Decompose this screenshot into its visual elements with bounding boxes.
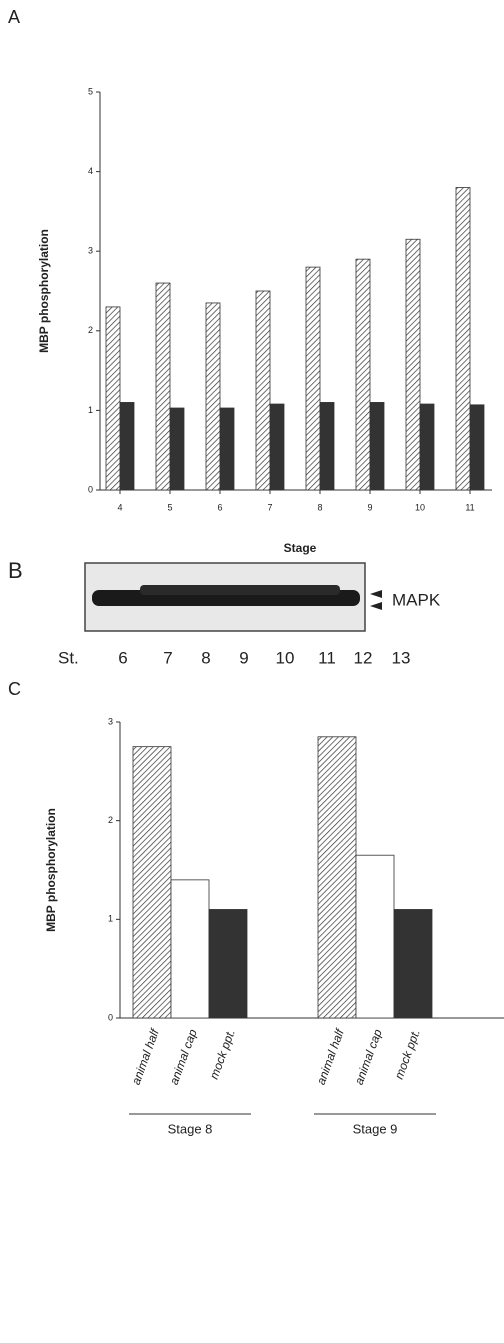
figure: A B C MAPK St. 678910111213012345MBP pho… [0, 0, 504, 1343]
bar [318, 737, 356, 1018]
y-tick-label: 0 [108, 1012, 113, 1022]
panel-label: A [8, 7, 20, 27]
y-axis-label: MBP phosphorylation [37, 229, 51, 353]
bar [320, 402, 334, 490]
panel-label: C [8, 679, 21, 699]
bar [220, 408, 234, 490]
bar [470, 405, 484, 490]
x-tick-label: 6 [217, 502, 222, 512]
group-label: Stage 8 [168, 1121, 213, 1136]
y-tick-label: 0 [88, 484, 93, 494]
x-axis-label: Stage [284, 541, 317, 555]
stage-label: 10 [276, 648, 295, 667]
stage-label: 6 [118, 648, 127, 667]
panel-label: B [8, 558, 23, 583]
category-label: mock ppt. [392, 1027, 423, 1081]
bar [370, 402, 384, 490]
bar [156, 283, 170, 490]
y-tick-label: 5 [88, 86, 93, 96]
stage-label: 8 [201, 648, 210, 667]
bar [170, 408, 184, 490]
bar [270, 404, 284, 490]
bar [120, 402, 134, 490]
x-tick-label: 8 [317, 502, 322, 512]
stage-label: 13 [392, 648, 411, 667]
x-tick-label: 4 [117, 502, 122, 512]
bar [106, 307, 120, 490]
y-tick-label: 3 [108, 716, 113, 726]
x-tick-label: 11 [465, 502, 474, 512]
bar [356, 855, 394, 1018]
bar [406, 239, 420, 490]
stage-label: 9 [239, 648, 248, 667]
bar [306, 267, 320, 490]
y-axis-label: MBP phosphorylation [44, 808, 58, 932]
bar [206, 303, 220, 490]
category-label: animal half [129, 1026, 163, 1087]
y-tick-label: 1 [108, 914, 113, 924]
x-tick-label: 9 [367, 502, 372, 512]
blot-band [140, 585, 340, 595]
bar [420, 404, 434, 490]
arrowheads [370, 590, 382, 610]
x-tick-label: 7 [267, 502, 272, 512]
y-tick-label: 1 [88, 405, 93, 415]
category-label: animal half [314, 1026, 348, 1087]
y-tick-label: 2 [108, 815, 113, 825]
blot: MAPK St. [58, 563, 441, 667]
y-tick-label: 4 [88, 166, 93, 176]
bar [209, 909, 247, 1018]
stage-prefix: St. [58, 648, 79, 667]
bar [171, 880, 209, 1018]
stage-label: 11 [318, 648, 336, 667]
y-tick-label: 3 [88, 246, 93, 256]
category-label: animal cap [352, 1027, 385, 1087]
bar [133, 747, 171, 1018]
category-label: mock ppt. [207, 1027, 238, 1081]
stage-label: 7 [163, 648, 172, 667]
bar [256, 291, 270, 490]
bar [456, 188, 470, 490]
bar [356, 259, 370, 490]
stage-label: 12 [354, 648, 373, 667]
y-tick-label: 2 [88, 325, 93, 335]
group-label: Stage 9 [353, 1121, 398, 1136]
x-tick-label: 10 [415, 502, 425, 512]
x-tick-label: 5 [167, 502, 172, 512]
bar [394, 909, 432, 1018]
blot-label: MAPK [392, 590, 441, 609]
category-label: animal cap [167, 1027, 200, 1087]
